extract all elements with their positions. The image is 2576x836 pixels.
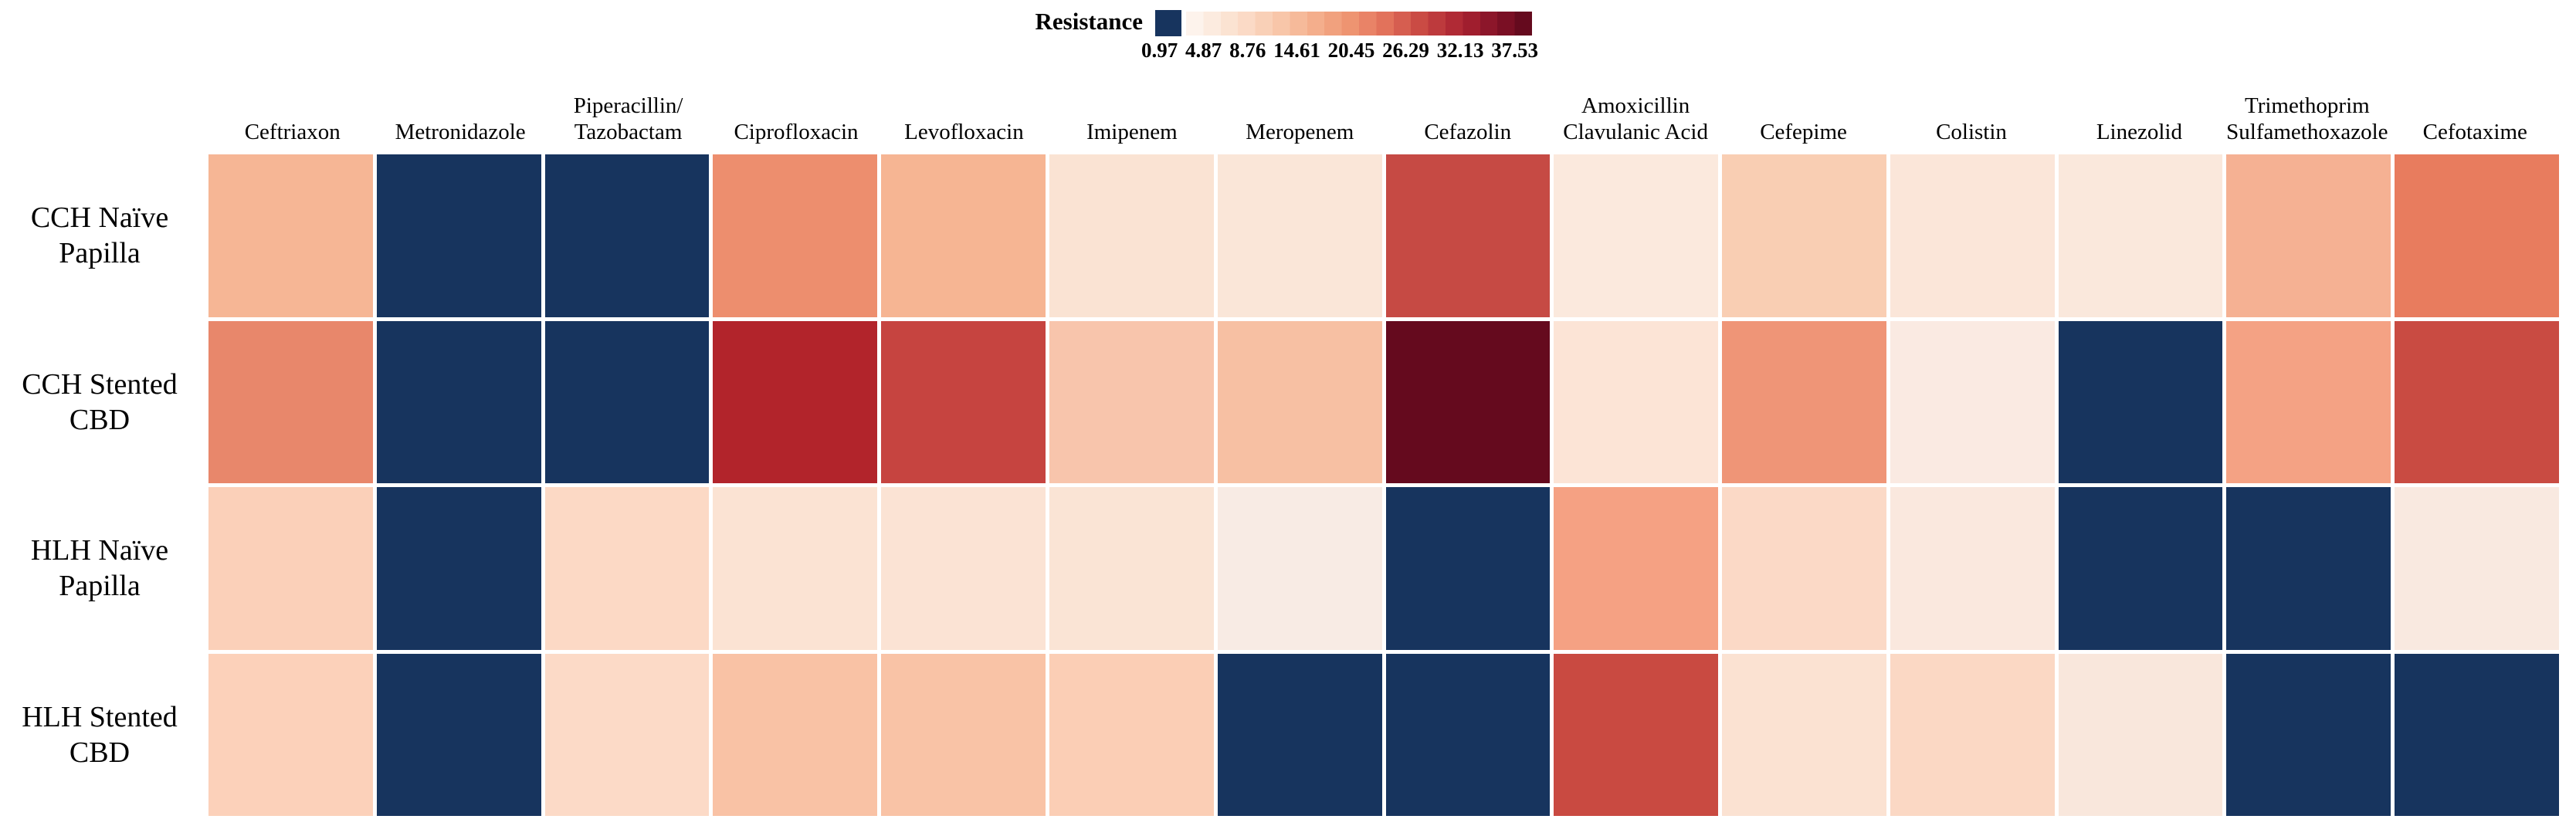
heatmap-cell [1049,154,1214,317]
heatmap-cell [1890,154,2055,317]
column-header: Levofloxacin [904,120,1024,144]
legend-colorbar [1186,12,1532,36]
heatmap-cell [2058,320,2223,483]
heatmap-cell [544,487,710,650]
heatmap-cell [2395,320,2559,483]
heatmap-cell [376,487,541,650]
heatmap-cell [1217,487,1382,650]
legend-tick-label: 26.29 [1382,39,1429,62]
heatmap-cell [1049,320,1214,483]
heatmap-cell [1385,487,1551,650]
heatmap-cell [376,154,541,317]
legend-tick-label: 20.45 [1327,39,1375,62]
heatmap-cell [2395,487,2559,650]
heatmap-cell [544,653,710,816]
heatmap-cell [881,487,1046,650]
column-header: Linezolid [2096,120,2182,144]
row-label: CCH Naïve Papilla [30,201,169,270]
column-header: Meropenem [1246,120,1354,144]
legend-tick-label: 14.61 [1273,39,1320,62]
column-header: Piperacillin/Tazobactam [573,93,683,144]
legend-tick-label: 37.53 [1491,39,1538,62]
heatmap-cell [713,320,878,483]
row-label-column: CCH Naïve Papilla CCH Stented CBD HLH Naïve P… [0,154,199,816]
heatmap-cell [1554,487,1719,650]
heatmap-cell [713,487,878,650]
heatmap-cell [2226,487,2391,650]
heatmap-cell [208,320,373,483]
row-label: HLH Naïve Papilla [30,534,169,603]
heatmap-cell [1890,320,2055,483]
heatmap-cell [2058,653,2223,816]
heatmap-cell [376,653,541,816]
heatmap-cell [881,154,1046,317]
heatmap-cell [1217,154,1382,317]
heatmap-cell [1217,320,1382,483]
heatmap-cell [2058,487,2223,650]
heatmap-cell [1049,487,1214,650]
heatmap-cell [1385,653,1551,816]
column-header: Colistin [1936,120,2007,144]
heatmap-cell [376,320,541,483]
heatmap-cell [1890,653,2055,816]
column-header: Ceftriaxon [244,120,341,144]
heatmap-cell [713,154,878,317]
legend-title: Resistance [1035,8,1143,35]
column-header: Ciprofloxacin [734,120,859,144]
legend-tick-label: 32.13 [1436,39,1484,62]
heatmap-cell [2395,653,2559,816]
column-header-row: Ceftriaxon Metronidazole Piperacillin/Tazo… [208,66,2559,148]
row-label: HLH Stented CBD [22,700,178,769]
heatmap-cell [2395,154,2559,317]
legend-tick-label: 8.76 [1229,39,1266,62]
heatmap-cell [881,653,1046,816]
heatmap-cell [544,154,710,317]
legend-tick-labels: 0.97 4.87 8.76 14.61 20.45 26.29 32.13 37.53 [1141,39,1538,62]
heatmap-cell [713,653,878,816]
heatmap-cell [881,320,1046,483]
column-header: Amoxicillin Clavulanic Acid [1563,93,1708,144]
legend-min-swatch [1155,10,1181,36]
heatmap-grid [208,154,2559,816]
heatmap-cell [1722,487,1886,650]
legend-tick-label: 0.97 [1141,39,1178,62]
column-header: Imipenem [1086,120,1178,144]
column-header: Cefepime [1760,120,1847,144]
heatmap-cell [1049,653,1214,816]
heatmap-cell [544,320,710,483]
row-label: CCH Stented CBD [22,367,178,436]
heatmap-cell [1385,154,1551,317]
heatmap-cell [2226,154,2391,317]
legend-tick-label: 4.87 [1185,39,1222,62]
column-header: Metronidazole [395,120,526,144]
column-header: Trimethoprim Sulfamethoxazole [2226,93,2388,144]
heatmap-cell [2226,653,2391,816]
heatmap-cell [1722,653,1886,816]
heatmap-cell [1385,320,1551,483]
heatmap-cell [2226,320,2391,483]
heatmap-cell [208,154,373,317]
heatmap-cell [1554,154,1719,317]
heatmap-cell [1722,320,1886,483]
heatmap-cell [1217,653,1382,816]
column-header: Cefazolin [1424,120,1512,144]
heatmap-cell [208,653,373,816]
column-header: Cefotaxime [2422,120,2527,144]
heatmap-cell [1554,320,1719,483]
heatmap-cell [1890,487,2055,650]
heatmap-cell [1554,653,1719,816]
heatmap-cell [208,487,373,650]
heatmap-cell [2058,154,2223,317]
heatmap-cell [1722,154,1886,317]
